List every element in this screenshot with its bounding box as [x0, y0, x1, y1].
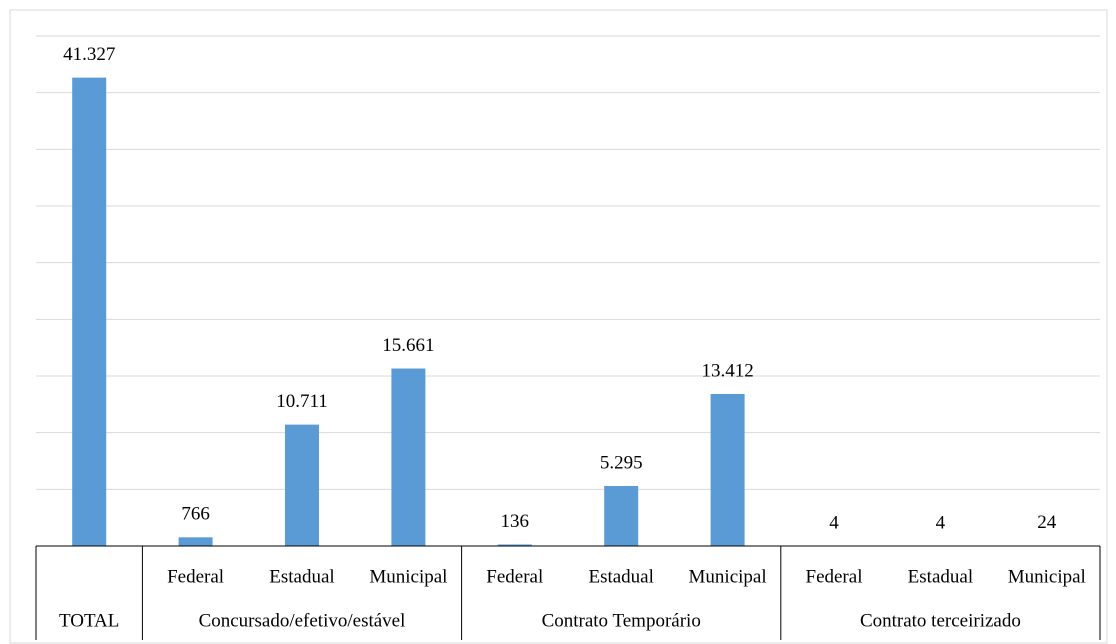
data-label: 10.711: [276, 391, 328, 412]
group-label: Concursado/efetivo/estável: [199, 610, 406, 631]
bar: [72, 77, 107, 547]
x-tick-label: Estadual: [908, 566, 973, 587]
data-label: 41.327: [63, 44, 115, 65]
bar: [178, 537, 213, 546]
bar: [285, 424, 319, 546]
data-label: 766: [181, 504, 210, 525]
data-label: 4: [936, 512, 946, 533]
group-label: TOTAL: [59, 610, 119, 631]
bar: [604, 485, 639, 546]
data-label: 13.412: [701, 360, 753, 381]
bar: [497, 544, 532, 546]
x-tick-label: Estadual: [269, 566, 334, 587]
bar: [391, 368, 426, 546]
x-tick-label: Municipal: [369, 566, 447, 587]
x-tick-label: Municipal: [689, 566, 767, 587]
x-tick-label: Estadual: [588, 566, 653, 587]
group-label: Contrato Temporário: [542, 610, 701, 631]
data-label: 24: [1037, 512, 1057, 533]
data-label: 15.661: [382, 335, 434, 356]
x-tick-label: Federal: [167, 566, 224, 587]
group-label: Contrato terceirizado: [860, 610, 1021, 631]
x-tick-label: Federal: [486, 566, 543, 587]
bar: [710, 393, 745, 546]
chart-frame: [9, 9, 1108, 644]
data-label: 4: [829, 512, 839, 533]
data-label: 136: [501, 511, 530, 532]
x-tick-label: Municipal: [1008, 566, 1086, 587]
x-tick-label: Federal: [806, 566, 863, 587]
data-label: 5.295: [600, 452, 643, 473]
